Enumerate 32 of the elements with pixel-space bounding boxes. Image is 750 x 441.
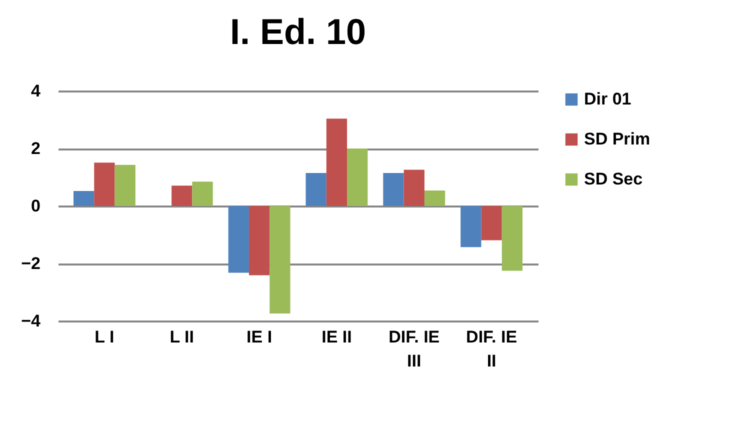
x-tick-label: DIF. IE II bbox=[466, 328, 518, 370]
legend-label: SD Prim bbox=[584, 130, 650, 148]
bar bbox=[326, 118, 348, 206]
x-tick-label: IE II bbox=[322, 328, 352, 346]
bar bbox=[481, 206, 502, 240]
bar bbox=[270, 206, 290, 314]
bar bbox=[383, 172, 404, 206]
bar bbox=[502, 206, 523, 271]
y-tick-label: 2 bbox=[31, 139, 40, 158]
y-tick-label: 4 bbox=[31, 82, 42, 100]
bar bbox=[172, 186, 192, 206]
chart-title: I. Ed. 10 bbox=[230, 11, 366, 52]
bar bbox=[424, 190, 446, 206]
y-tick-label: −4 bbox=[21, 312, 42, 330]
bar bbox=[192, 182, 213, 206]
x-tick-label: L II bbox=[170, 328, 194, 346]
legend-label: SD Sec bbox=[584, 170, 643, 188]
bar bbox=[347, 148, 368, 206]
x-tick-label: L I bbox=[94, 328, 114, 346]
bar bbox=[228, 206, 249, 273]
bar bbox=[460, 206, 482, 248]
bar bbox=[94, 162, 115, 206]
bar bbox=[73, 191, 94, 206]
bar bbox=[114, 164, 136, 206]
legend-label: Dir 01 bbox=[584, 90, 632, 108]
bar bbox=[404, 170, 424, 206]
x-tick-label: IE I bbox=[246, 328, 272, 346]
bar bbox=[248, 206, 270, 276]
bar bbox=[306, 172, 326, 206]
x-tick-label: DIF. IE III bbox=[388, 328, 440, 370]
y-tick-label: 0 bbox=[31, 196, 40, 216]
y-tick-label: −2 bbox=[21, 254, 40, 273]
